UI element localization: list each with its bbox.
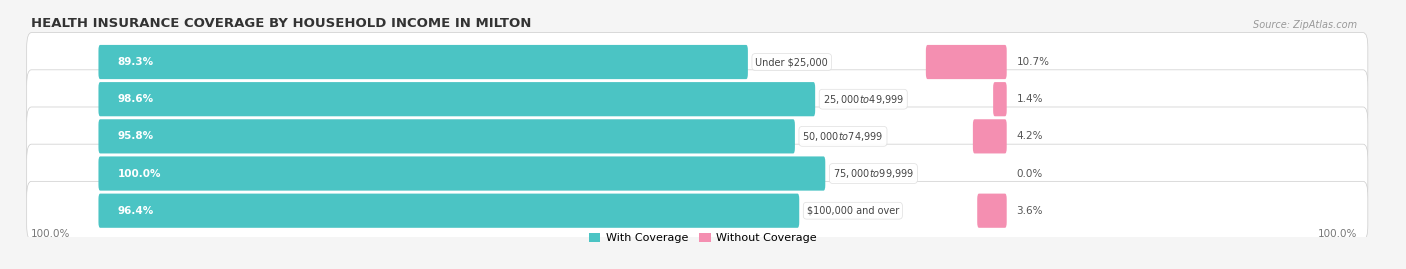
FancyBboxPatch shape: [98, 45, 748, 79]
FancyBboxPatch shape: [98, 157, 825, 191]
FancyBboxPatch shape: [98, 194, 799, 228]
Text: $75,000 to $99,999: $75,000 to $99,999: [832, 167, 914, 180]
FancyBboxPatch shape: [98, 119, 794, 153]
Text: 1.4%: 1.4%: [1017, 94, 1043, 104]
Text: 0.0%: 0.0%: [1017, 169, 1043, 179]
Legend: With Coverage, Without Coverage: With Coverage, Without Coverage: [589, 233, 817, 243]
FancyBboxPatch shape: [973, 119, 1007, 153]
Text: HEALTH INSURANCE COVERAGE BY HOUSEHOLD INCOME IN MILTON: HEALTH INSURANCE COVERAGE BY HOUSEHOLD I…: [31, 17, 531, 30]
Text: 100.0%: 100.0%: [118, 169, 160, 179]
Text: 100.0%: 100.0%: [1317, 229, 1358, 239]
FancyBboxPatch shape: [27, 107, 1368, 166]
FancyBboxPatch shape: [27, 70, 1368, 129]
Text: 95.8%: 95.8%: [118, 131, 153, 141]
FancyBboxPatch shape: [98, 82, 815, 116]
Text: 96.4%: 96.4%: [118, 206, 153, 216]
Text: $25,000 to $49,999: $25,000 to $49,999: [823, 93, 904, 106]
Text: Source: ZipAtlas.com: Source: ZipAtlas.com: [1253, 20, 1358, 30]
Text: 100.0%: 100.0%: [31, 229, 70, 239]
Text: Under $25,000: Under $25,000: [755, 57, 828, 67]
FancyBboxPatch shape: [927, 45, 1007, 79]
FancyBboxPatch shape: [27, 144, 1368, 203]
Text: $100,000 and over: $100,000 and over: [807, 206, 898, 216]
Text: 89.3%: 89.3%: [118, 57, 153, 67]
Text: $50,000 to $74,999: $50,000 to $74,999: [803, 130, 883, 143]
FancyBboxPatch shape: [27, 33, 1368, 91]
FancyBboxPatch shape: [27, 181, 1368, 240]
Text: 3.6%: 3.6%: [1017, 206, 1043, 216]
FancyBboxPatch shape: [977, 194, 1007, 228]
FancyBboxPatch shape: [993, 82, 1007, 116]
Text: 4.2%: 4.2%: [1017, 131, 1043, 141]
Text: 98.6%: 98.6%: [118, 94, 153, 104]
Text: 10.7%: 10.7%: [1017, 57, 1049, 67]
